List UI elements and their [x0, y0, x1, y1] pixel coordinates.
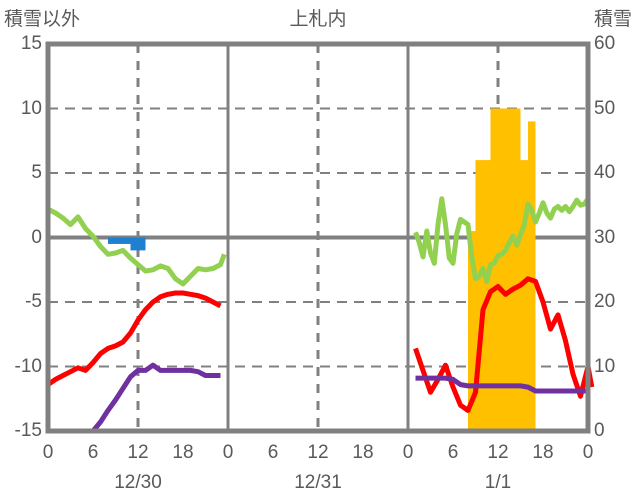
- y-axis-tick-right: 20: [594, 291, 616, 312]
- y-axis-tick-right: 30: [594, 226, 616, 248]
- dewpoint-line: [415, 375, 588, 394]
- y-axis-tick-right: 50: [594, 97, 616, 119]
- y-axis-tick-right: 10: [594, 355, 616, 377]
- x-axis-tick: 0: [582, 442, 594, 463]
- snow-depth-bar: [513, 108, 521, 431]
- x-axis-tick: 18: [352, 442, 374, 463]
- snow-depth-bar: [505, 108, 513, 431]
- x-axis-tick: 0: [402, 442, 414, 463]
- x-axis-tick: 6: [267, 442, 279, 463]
- y-axis-tick-left: 15: [20, 33, 42, 54]
- snow-depth-bar: [468, 231, 476, 431]
- y-axis-tick-right: 60: [594, 33, 616, 54]
- temperature-line: [46, 290, 222, 387]
- x-axis-tick: 6: [87, 442, 99, 463]
- dewpoint-line: [48, 362, 221, 434]
- wind-line: [46, 206, 227, 287]
- x-axis-tick: 12: [127, 442, 149, 463]
- x-axis-tick: 0: [42, 442, 54, 463]
- x-axis-tick: 12: [487, 442, 509, 463]
- plot-frame: [45, 41, 591, 434]
- y-axis-tick-left: 10: [20, 97, 42, 119]
- snow-depth-bar: [475, 160, 483, 431]
- x-axis-tick: 0: [222, 442, 234, 463]
- y-axis-tick-left: -10: [14, 355, 42, 377]
- wind-line: [413, 196, 591, 284]
- y-axis-tick-right: 40: [594, 162, 616, 183]
- x-axis-day-label: 12/30: [114, 472, 162, 493]
- temperature-line: [413, 276, 595, 413]
- page-title: 上札内: [289, 9, 347, 30]
- x-axis-tick: 18: [532, 442, 554, 463]
- snow-depth-bar: [528, 121, 536, 432]
- x-axis-day-label: 1/1: [484, 472, 512, 493]
- precipitation-bar: [108, 237, 131, 244]
- snow-depth-bar: [498, 108, 506, 431]
- x-axis-tick: 18: [172, 442, 194, 463]
- y-axis-tick-left: -5: [25, 291, 42, 312]
- left-axis-title: 積雪以外: [4, 9, 81, 30]
- x-axis-tick: 6: [447, 442, 459, 463]
- y-axis-tick-left: 5: [31, 162, 42, 183]
- precipitation-bar: [130, 237, 146, 251]
- snow-depth-bar: [490, 108, 498, 431]
- y-axis-tick-right: 0: [594, 420, 605, 441]
- snow-depth-bar: [520, 160, 528, 431]
- y-axis-tick-left: 0: [31, 226, 42, 248]
- x-axis-day-label: 12/31: [294, 472, 342, 493]
- y-axis-tick-left: -15: [14, 420, 42, 441]
- x-axis-tick: 12: [307, 442, 329, 463]
- right-axis-title: 積雪: [593, 9, 632, 30]
